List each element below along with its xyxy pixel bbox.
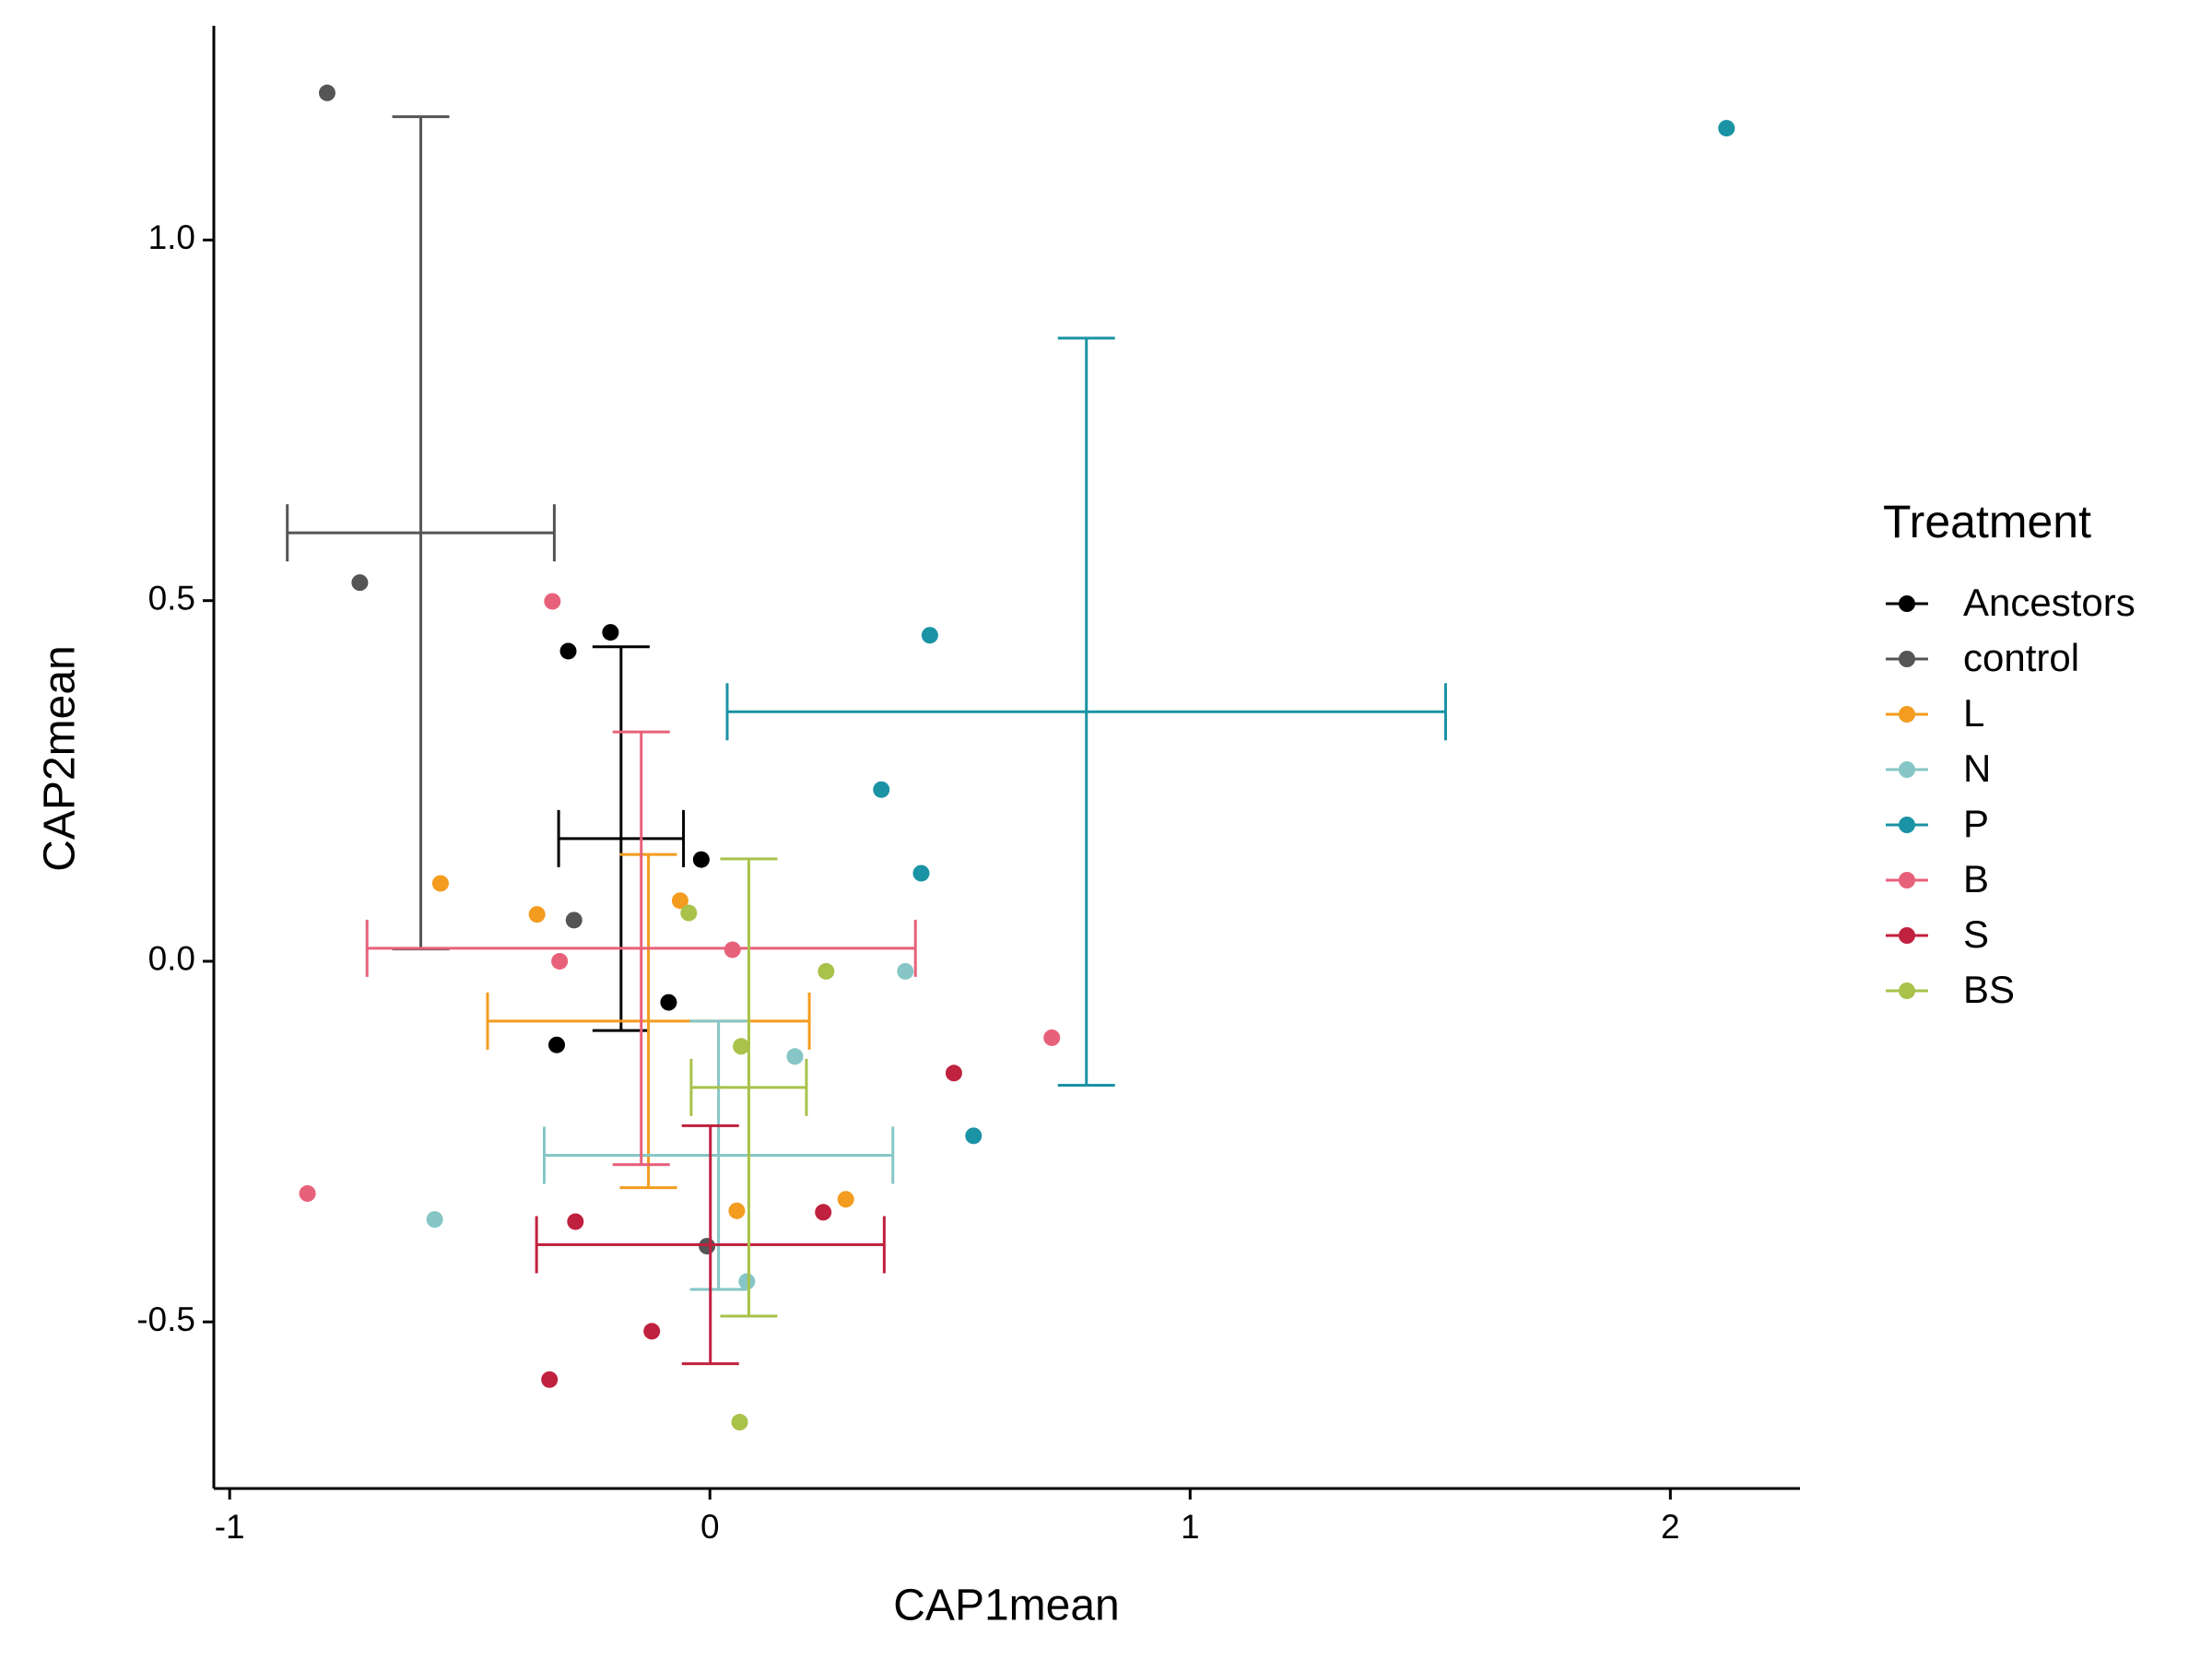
data-point	[1043, 1029, 1061, 1046]
data-point	[426, 1211, 443, 1229]
x-axis-title: CAP1mean	[893, 1582, 1119, 1630]
y-tick-label: 1.0	[148, 218, 195, 256]
data-point	[699, 1238, 716, 1255]
x-tick-label: 2	[1661, 1508, 1680, 1546]
data-point	[692, 851, 710, 868]
y-tick-label: -0.5	[136, 1300, 195, 1338]
data-point	[680, 904, 698, 922]
data-point	[738, 1273, 756, 1290]
data-point	[431, 875, 449, 892]
legend-marker	[1899, 651, 1915, 667]
legend-label: control	[1963, 636, 2079, 679]
data-point	[786, 1048, 804, 1065]
data-point	[602, 624, 619, 641]
data-point	[528, 906, 546, 924]
data-point	[965, 1127, 982, 1145]
data-point	[559, 642, 577, 660]
legend-marker	[1899, 872, 1915, 888]
data-point	[724, 941, 741, 959]
data-point	[1718, 120, 1735, 137]
x-tick-label: -1	[215, 1508, 245, 1546]
y-tick-label: 0.5	[148, 579, 195, 617]
legend-label: BS	[1963, 968, 2015, 1011]
legend-label: P	[1963, 802, 1989, 845]
data-point	[551, 952, 569, 970]
y-error-bar	[1057, 336, 1115, 1088]
data-point	[567, 1213, 584, 1230]
data-point	[318, 84, 335, 101]
y-axis-title: CAP2mean	[36, 645, 85, 871]
data-point	[541, 1371, 559, 1388]
data-point	[945, 1065, 962, 1082]
data-point	[671, 892, 688, 910]
y-error-bar	[612, 730, 670, 1167]
x-tick-label: 1	[1181, 1508, 1200, 1546]
data-point	[660, 994, 677, 1011]
legend-label: N	[1963, 747, 1991, 790]
y-tick-label: 0.0	[148, 940, 195, 978]
data-point	[544, 593, 561, 610]
legend-label: S	[1963, 912, 1989, 956]
data-point	[548, 1036, 566, 1053]
data-point	[731, 1414, 748, 1431]
data-point	[565, 912, 582, 929]
legend-marker	[1899, 817, 1915, 833]
legend-marker	[1899, 595, 1915, 612]
data-point	[818, 962, 835, 980]
x-tick-label: 0	[700, 1508, 720, 1546]
data-point	[912, 865, 930, 882]
legend-marker	[1899, 706, 1915, 723]
legend-marker	[1899, 761, 1915, 778]
data-point	[351, 574, 369, 592]
legend-label: L	[1963, 691, 1984, 735]
data-point	[897, 962, 914, 980]
data-point	[873, 781, 890, 798]
data-point	[299, 1184, 316, 1202]
data-point	[815, 1204, 832, 1221]
data-point	[733, 1038, 750, 1055]
legend-title: Treatment	[1883, 496, 2091, 547]
legend-marker	[1899, 927, 1915, 944]
data-point	[921, 627, 938, 644]
y-error-bar	[681, 1124, 739, 1366]
legend-label: Ancestors	[1963, 581, 2136, 624]
data-point	[837, 1191, 854, 1208]
y-error-bar	[720, 857, 778, 1318]
y-error-bar	[619, 853, 677, 1190]
legend-marker	[1899, 982, 1915, 999]
data-point	[728, 1202, 746, 1219]
legend-label: B	[1963, 857, 1989, 900]
data-point	[643, 1323, 661, 1340]
